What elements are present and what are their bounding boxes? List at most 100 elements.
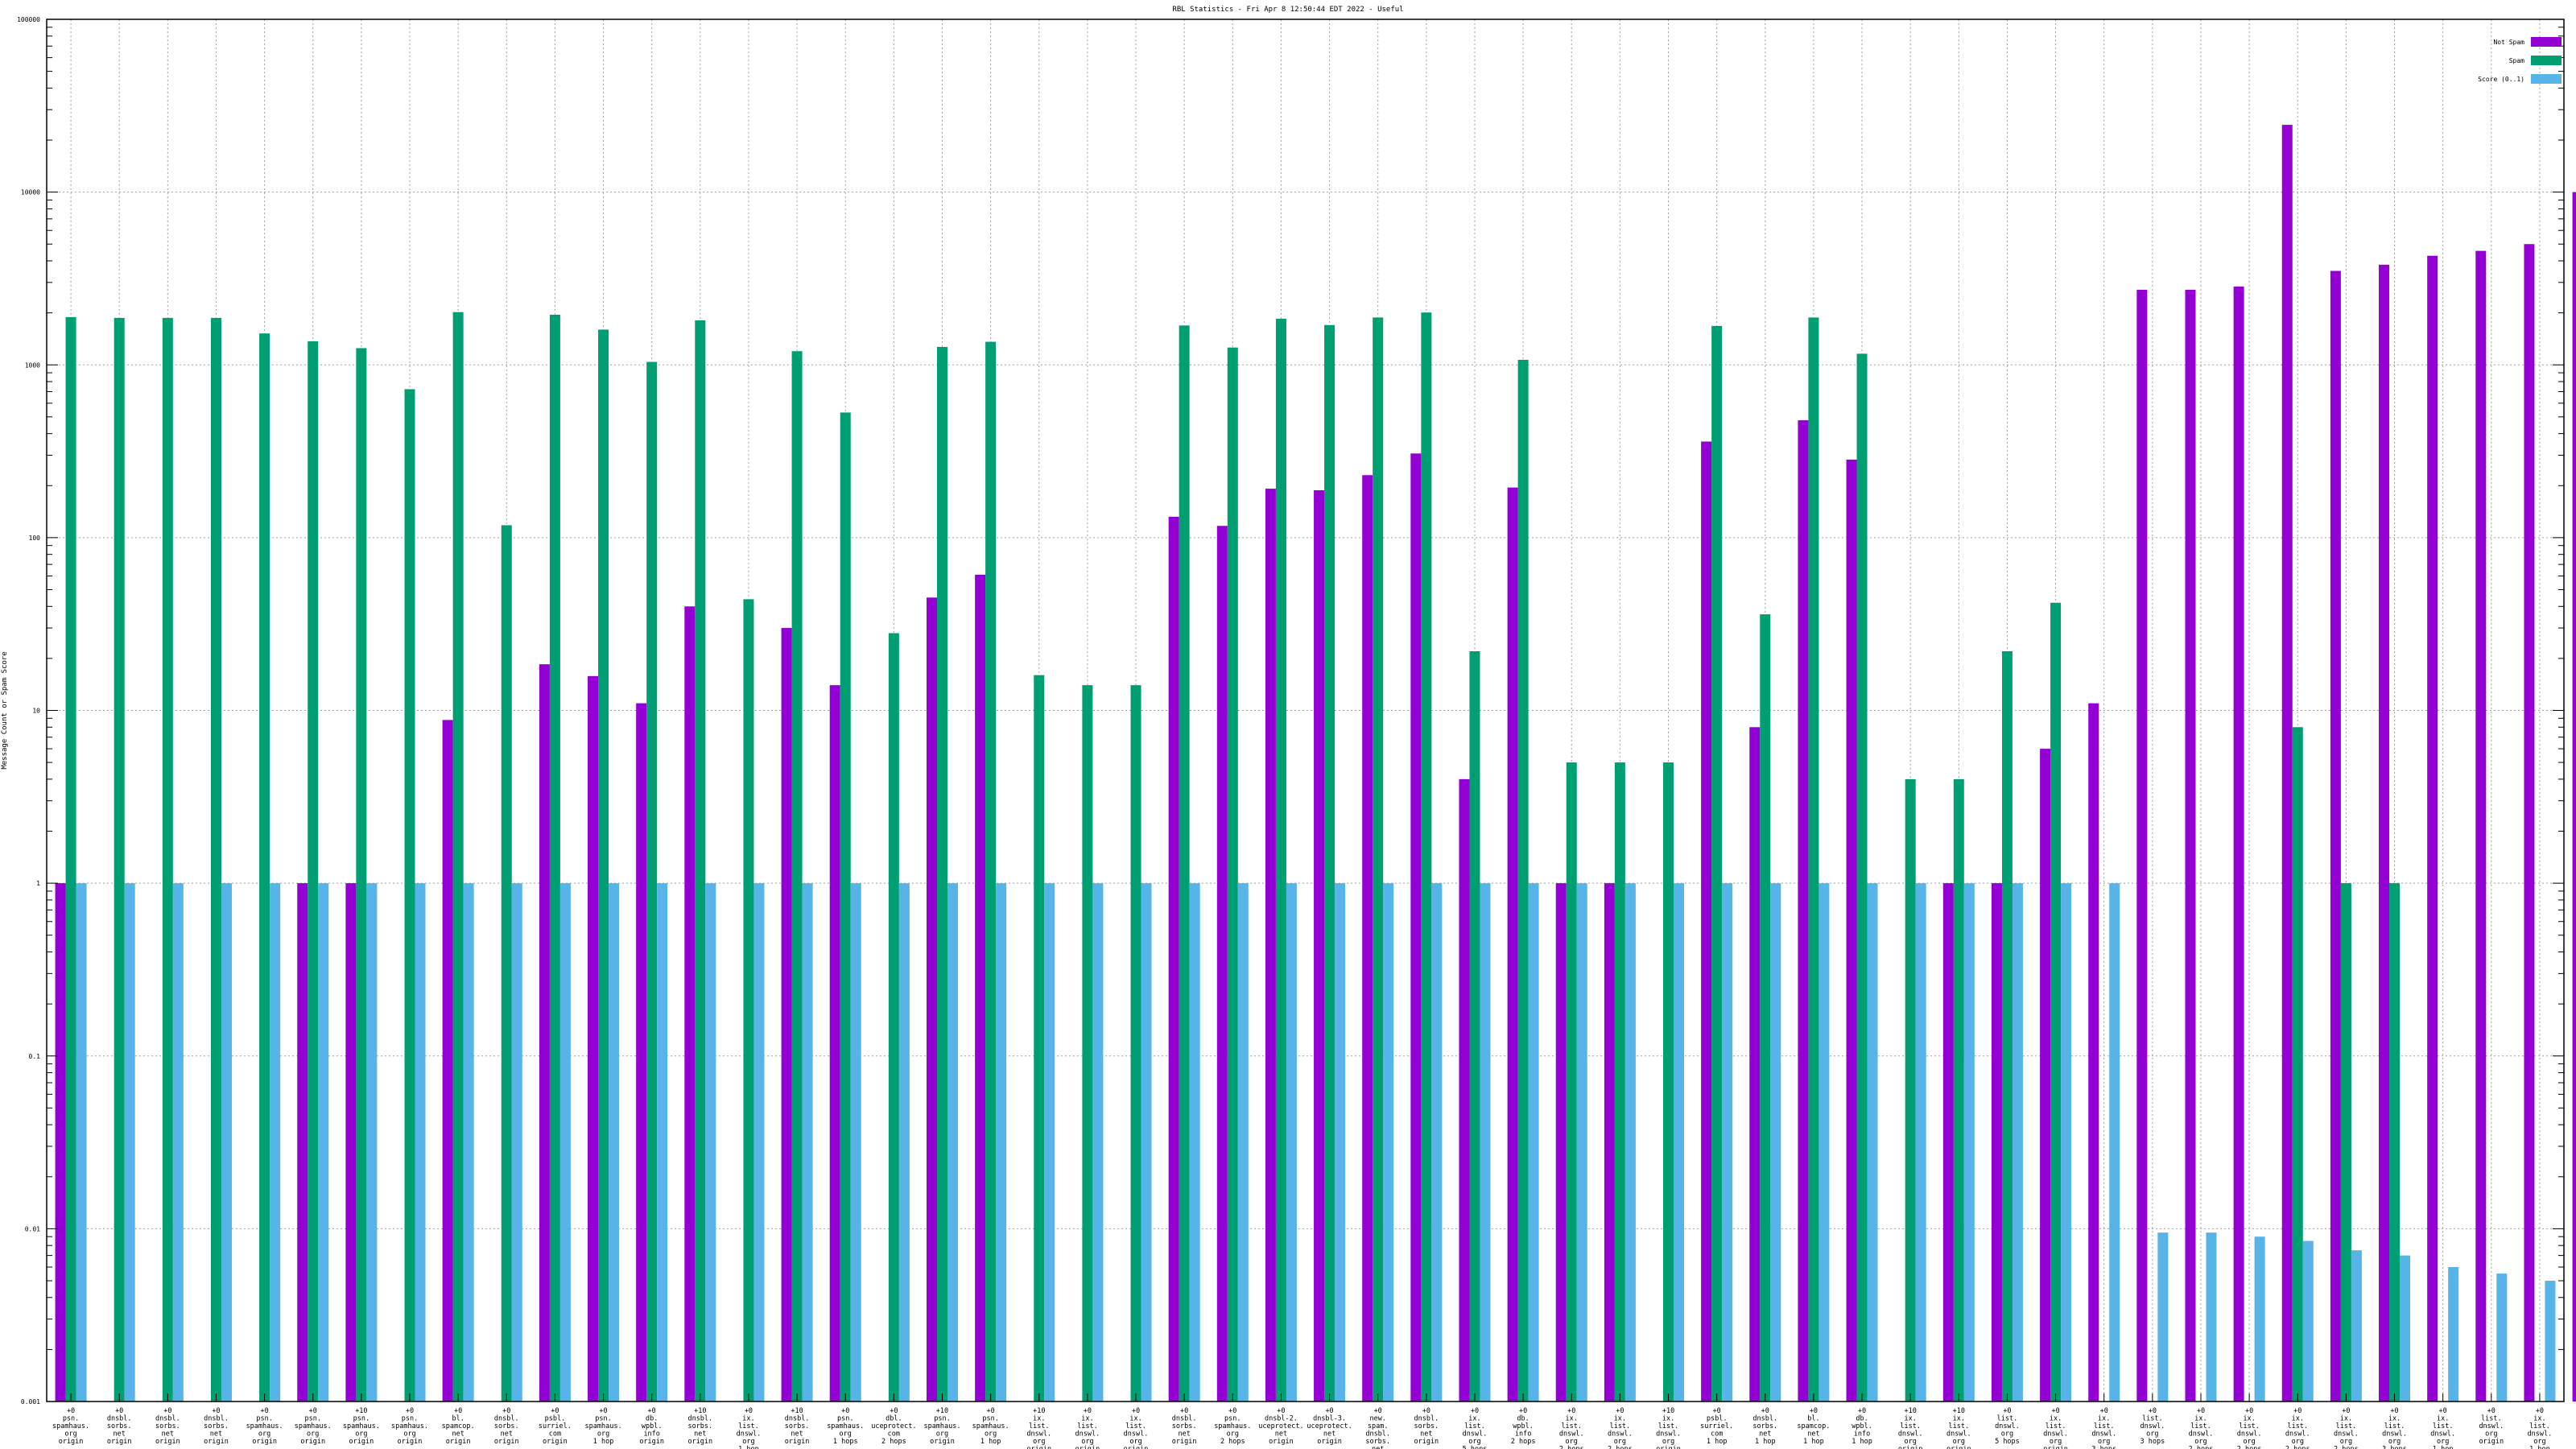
x-category-line: 5 hops <box>1995 1438 2020 1446</box>
x-category-line: sorbs. <box>1365 1438 1390 1446</box>
x-category-line: 2 hops <box>2189 1446 2214 1449</box>
x-category-line: bl. <box>452 1415 464 1423</box>
bar-not-spam-48 <box>2379 264 2390 1402</box>
x-category-line: net <box>501 1430 513 1439</box>
x-category-line: origin <box>1414 1438 1439 1446</box>
x-category-line: dnswl. <box>2043 1430 2068 1439</box>
legend-swatch <box>2531 56 2562 65</box>
x-category-line: 1 hop <box>1803 1438 1824 1446</box>
x-category-line: org <box>2388 1438 2401 1446</box>
bar-score-0-1-50 <box>2496 1274 2508 1402</box>
bar-score-0-1-10 <box>559 883 571 1402</box>
x-category-line: dnswl. <box>2189 1430 2214 1439</box>
x-category-line: origin <box>252 1438 277 1446</box>
x-category-line: net <box>1323 1430 1335 1439</box>
x-category-line: +0 <box>1713 1407 1721 1415</box>
bar-score-0-1-16 <box>850 883 861 1402</box>
x-category-line: list. <box>2384 1422 2405 1430</box>
x-category-line: spamcop. <box>442 1422 475 1430</box>
bar-score-0-1-43 <box>2157 1232 2169 1402</box>
x-category-line: list. <box>2433 1422 2454 1430</box>
bar-spam-48 <box>2389 883 2401 1402</box>
x-category-line: dnswl. <box>2430 1430 2455 1439</box>
chart-title: RBL Statistics - Fri Apr 8 12:50:44 EDT … <box>1172 6 1403 14</box>
x-category-line: dnswl. <box>1075 1430 1100 1439</box>
x-category-line: origin <box>543 1438 568 1446</box>
bar-score-0-1-6 <box>366 883 378 1402</box>
x-category-line: +0 <box>1519 1407 1527 1415</box>
x-category-line: ix. <box>1905 1415 1917 1423</box>
x-category-label: +0 dnsbl. sorbs. net origin <box>494 1407 519 1446</box>
bar-not-spam-25 <box>1265 489 1276 1402</box>
x-category-line: spamhaus. <box>391 1422 428 1430</box>
x-category-line: spamhaus. <box>246 1422 283 1430</box>
bar-score-0-1-25 <box>1286 883 1297 1402</box>
x-category-line: sorbs. <box>687 1422 712 1430</box>
bar-not-spam-42 <box>2088 703 2099 1402</box>
x-category-line: dnswl. <box>1559 1430 1584 1439</box>
bar-spam-37 <box>1856 353 1868 1402</box>
bar-not-spam-10 <box>539 664 550 1402</box>
x-category-line: origin <box>1124 1446 1149 1449</box>
x-category-line: +0 <box>2487 1407 2496 1415</box>
y-tick-label: 10000 <box>21 189 40 196</box>
x-category-line: surriel. <box>1700 1422 1733 1430</box>
bar-score-0-1-17 <box>898 883 910 1402</box>
x-category-line: dnsbl. <box>687 1415 712 1423</box>
bar-score-0-1-47 <box>2351 1250 2362 1402</box>
bar-score-0-1-15 <box>802 883 813 1402</box>
bar-score-0-1-3 <box>221 883 232 1402</box>
bar-spam-31 <box>1566 762 1577 1402</box>
bar-spam-10 <box>549 315 560 1402</box>
bar-not-spam-23 <box>1168 516 1179 1402</box>
x-category-line: sorbs. <box>1172 1422 1197 1430</box>
x-category-line: +0 <box>1616 1407 1624 1415</box>
x-category-label: +0 db. wpbl. info 1 hop <box>1852 1407 1872 1446</box>
x-category-line: 2 hops <box>2237 1446 2262 1449</box>
x-category-line: dnsbl. <box>1414 1415 1439 1423</box>
x-category-label: +10 psn. spamhaus. org origin <box>923 1407 960 1446</box>
x-category-line: org <box>1033 1438 1045 1446</box>
x-category-line: origin <box>785 1438 810 1446</box>
bar-spam-28 <box>1421 312 1432 1402</box>
bar-not-spam-19 <box>975 574 986 1402</box>
x-category-line: list. <box>2094 1422 2115 1430</box>
bar-not-spam-30 <box>1507 487 1518 1402</box>
legend: Not Spam Spam Score (0..1) <box>2478 37 2562 84</box>
x-category-label: +0 dnsbl. sorbs. net origin <box>204 1407 229 1446</box>
x-category-line: +0 <box>1180 1407 1188 1415</box>
x-category-line: db. <box>1517 1415 1529 1423</box>
bar-score-0-1-51 <box>2545 1280 2556 1402</box>
x-category-line: spamhaus. <box>343 1422 380 1430</box>
x-category-line: +0 <box>2439 1407 2447 1415</box>
x-category-line: +0 <box>551 1407 559 1415</box>
x-category-line: com <box>1711 1430 1723 1439</box>
x-category-line: origin <box>398 1438 423 1446</box>
bar-score-0-1-18 <box>947 883 958 1402</box>
legend-swatch <box>2531 74 2562 84</box>
x-category-line: dnswl. <box>2140 1422 2165 1430</box>
bar-score-0-1-7 <box>415 883 426 1402</box>
bar-not-spam-13 <box>684 606 696 1402</box>
bar-score-0-1-41 <box>2061 883 2072 1402</box>
bar-score-0-1-37 <box>1867 883 1878 1402</box>
x-category-line: dnsbl. <box>1172 1415 1197 1423</box>
bar-score-0-1-32 <box>1624 883 1636 1402</box>
x-category-line: bl. <box>1807 1415 1819 1423</box>
x-category-line: spamhaus. <box>972 1422 1009 1430</box>
x-category-line: origin <box>446 1438 471 1446</box>
bar-spam-41 <box>2050 602 2062 1402</box>
bar-spam-27 <box>1373 317 1384 1402</box>
x-category-label: +0 psn. spamhaus. org 1 hop <box>972 1407 1009 1446</box>
x-category-line: list. <box>1125 1422 1146 1430</box>
bar-spam-7 <box>404 389 415 1402</box>
bar-spam-36 <box>1808 317 1819 1402</box>
x-category-line: ix. <box>2050 1415 2062 1423</box>
